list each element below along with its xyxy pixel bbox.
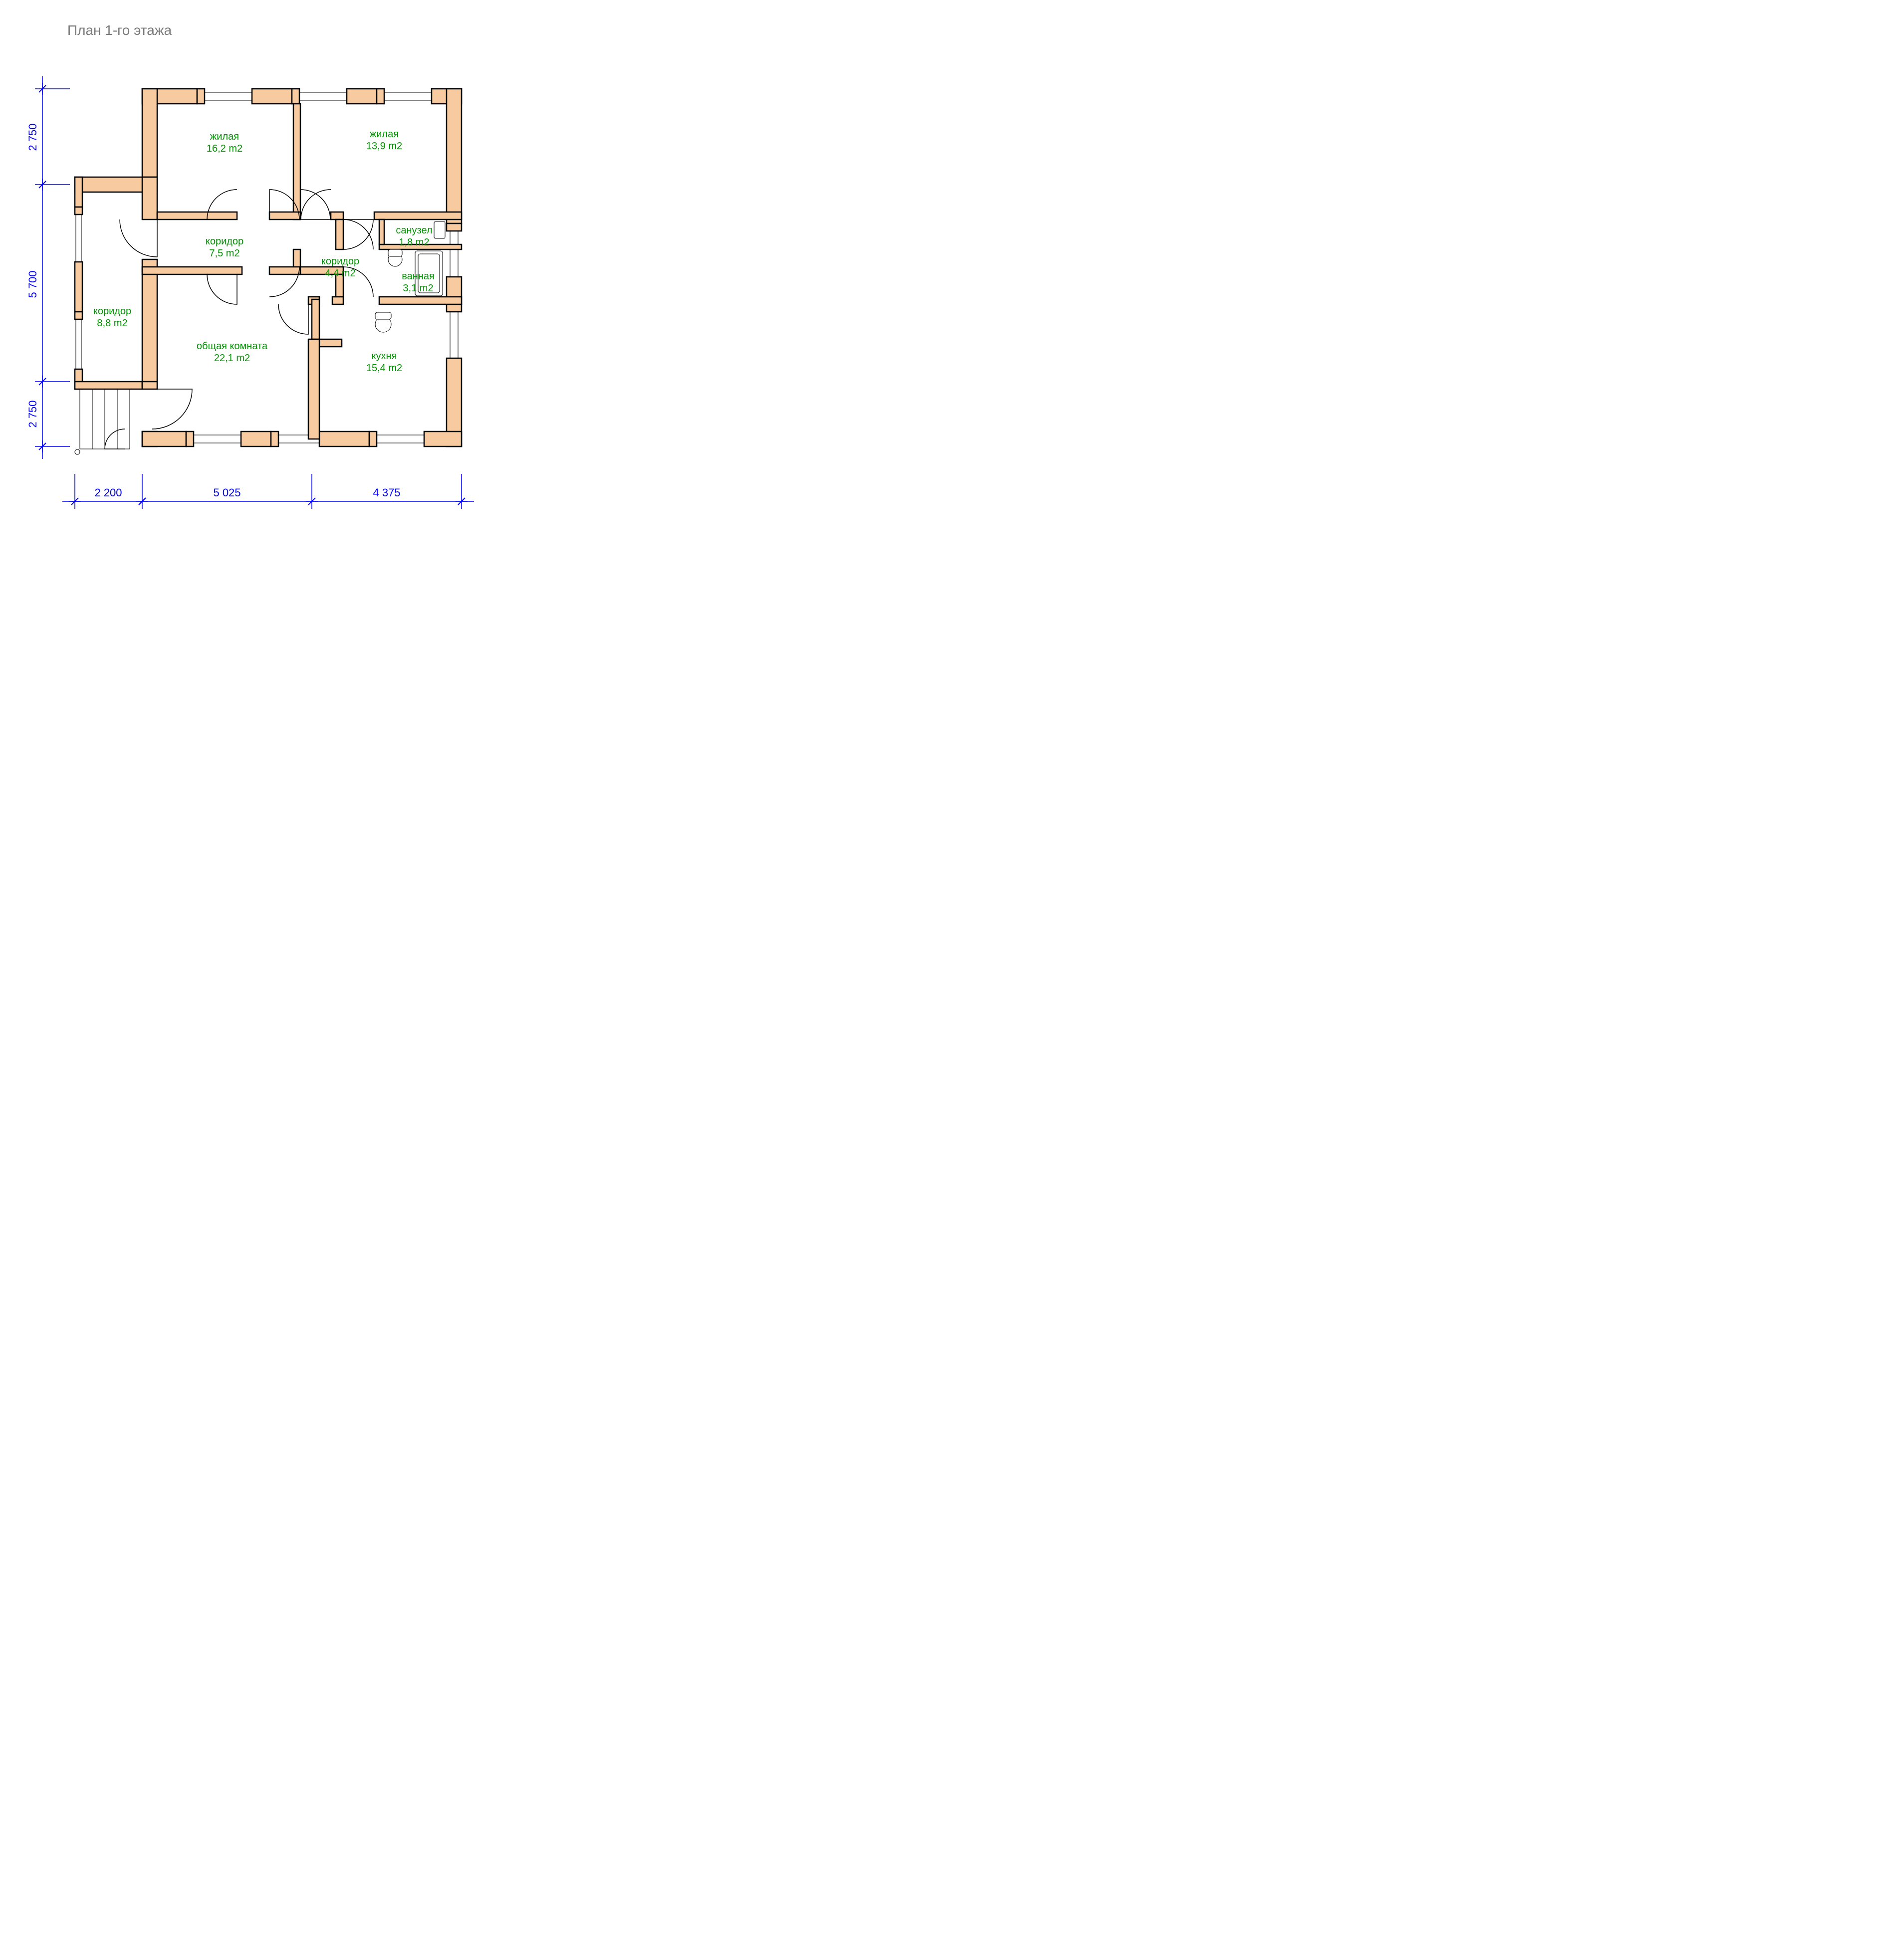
- room-name: ванная: [402, 271, 435, 282]
- dim-label: 5 700: [26, 270, 39, 298]
- room-area: 22,1 m2: [214, 353, 250, 364]
- dim-label: 2 200: [94, 486, 122, 499]
- room-name: коридор: [206, 236, 243, 247]
- room-area: 7,5 m2: [209, 248, 239, 259]
- room-name: жилая: [210, 131, 239, 142]
- dim-label: 2 750: [26, 123, 39, 151]
- room-name: жилая: [370, 129, 399, 140]
- room-area: 4,4 m2: [325, 268, 355, 279]
- room-area: 3,1 m2: [403, 283, 433, 294]
- floor-plan-figure: План 1-го этажажилая16,2 m2жилая13,9 m2к…: [0, 0, 1904, 599]
- room-area: 1,8 m2: [399, 237, 429, 248]
- room-name: санузел: [396, 225, 432, 236]
- room-name: коридор: [321, 256, 359, 267]
- dim-label: 2 750: [26, 400, 39, 428]
- room-area: 15,4 m2: [366, 363, 402, 374]
- room-name: общая комната: [197, 341, 268, 352]
- dim-label: 4 375: [373, 486, 400, 499]
- plan-title: План 1-го этажа: [67, 22, 172, 38]
- room-area: 13,9 m2: [366, 141, 402, 152]
- room-name: коридор: [93, 306, 131, 317]
- room-area: 8,8 m2: [97, 318, 127, 329]
- dim-label: 5 025: [213, 486, 240, 499]
- room-name: кухня: [372, 351, 397, 362]
- room-area: 16,2 m2: [207, 143, 242, 154]
